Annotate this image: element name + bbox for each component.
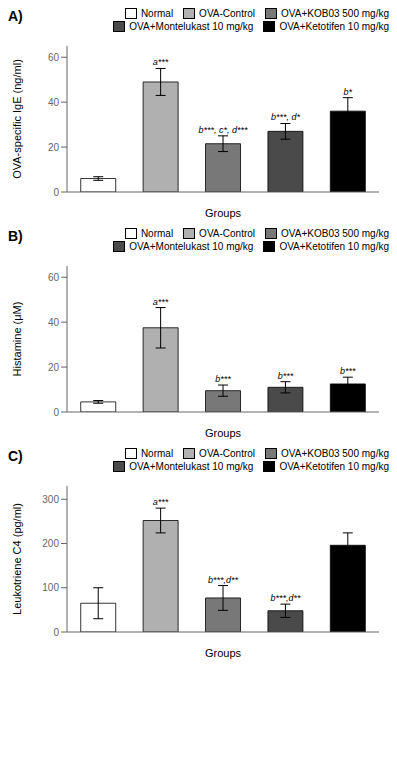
svg-text:b***, c*, d***: b***, c*, d*** <box>199 125 249 135</box>
svg-text:b***: b*** <box>340 366 356 376</box>
html-text:Normal: Normal <box>140 448 174 459</box>
html-text:Normal: Normal <box>140 8 174 19</box>
svg-text:Groups: Groups <box>205 647 242 659</box>
svg-text:0: 0 <box>53 627 59 638</box>
svg-text:20: 20 <box>48 362 60 373</box>
svg-text:60: 60 <box>48 52 60 63</box>
svg-text:40: 40 <box>48 317 60 328</box>
svg-text:OVA-specific IgE (ng/ml): OVA-specific IgE (ng/ml) <box>11 59 23 179</box>
html-text:C): C) <box>8 448 23 464</box>
svg-text:a***: a*** <box>153 497 169 507</box>
html-text:OVA+Ketotifen 10 mg/kg: OVA+Ketotifen 10 mg/kg <box>279 21 389 32</box>
svg-text:a***: a*** <box>153 297 169 307</box>
svg-text:Groups: Groups <box>205 207 242 219</box>
svg-text:0: 0 <box>53 187 59 198</box>
svg-text:200: 200 <box>42 538 59 549</box>
svg-text:300: 300 <box>42 494 59 505</box>
html-text:OVA-Control: OVA-Control <box>199 448 256 459</box>
html-text:OVA+Ketotifen 10 mg/kg: OVA+Ketotifen 10 mg/kg <box>279 461 389 472</box>
svg-text:0: 0 <box>53 407 59 418</box>
svg-text:b*: b* <box>344 87 353 97</box>
svg-text:b***: b*** <box>215 374 231 384</box>
html-text:OVA+KOB03 500 mg/kg: OVA+KOB03 500 mg/kg <box>281 8 389 19</box>
svg-text:b***,d**: b***,d** <box>208 575 239 585</box>
html-text:OVA-Control: OVA-Control <box>199 228 256 239</box>
html-text:OVA-Control: OVA-Control <box>199 8 256 19</box>
svg-text:40: 40 <box>48 97 60 108</box>
svg-text:100: 100 <box>42 582 59 593</box>
svg-text:20: 20 <box>48 142 60 153</box>
svg-text:b***, d*: b***, d* <box>271 112 301 122</box>
svg-text:Histamine (μM): Histamine (μM) <box>11 302 23 377</box>
svg-text:b***: b*** <box>278 371 294 381</box>
html-text:Normal: Normal <box>140 228 174 239</box>
html-text:OVA+KOB03 500 mg/kg: OVA+KOB03 500 mg/kg <box>281 448 389 459</box>
svg-text:Groups: Groups <box>205 427 242 439</box>
html-text:OVA+Montelukast 10 mg/kg: OVA+Montelukast 10 mg/kg <box>129 461 254 472</box>
svg-text:b***,d**: b***,d** <box>270 593 301 603</box>
html-text:B): B) <box>8 228 23 244</box>
svg-text:60: 60 <box>48 272 60 283</box>
html-text:OVA+Montelukast 10 mg/kg: OVA+Montelukast 10 mg/kg <box>129 241 254 252</box>
html-text:OVA+Montelukast 10 mg/kg: OVA+Montelukast 10 mg/kg <box>129 21 254 32</box>
svg-text:a***: a*** <box>153 57 169 67</box>
html-text:OVA+Ketotifen 10 mg/kg: OVA+Ketotifen 10 mg/kg <box>279 241 389 252</box>
html-text:OVA+KOB03 500 mg/kg: OVA+KOB03 500 mg/kg <box>281 228 389 239</box>
svg-text:Leukotriene C4 (pg/ml): Leukotriene C4 (pg/ml) <box>11 503 23 615</box>
html-text:A): A) <box>8 8 23 24</box>
